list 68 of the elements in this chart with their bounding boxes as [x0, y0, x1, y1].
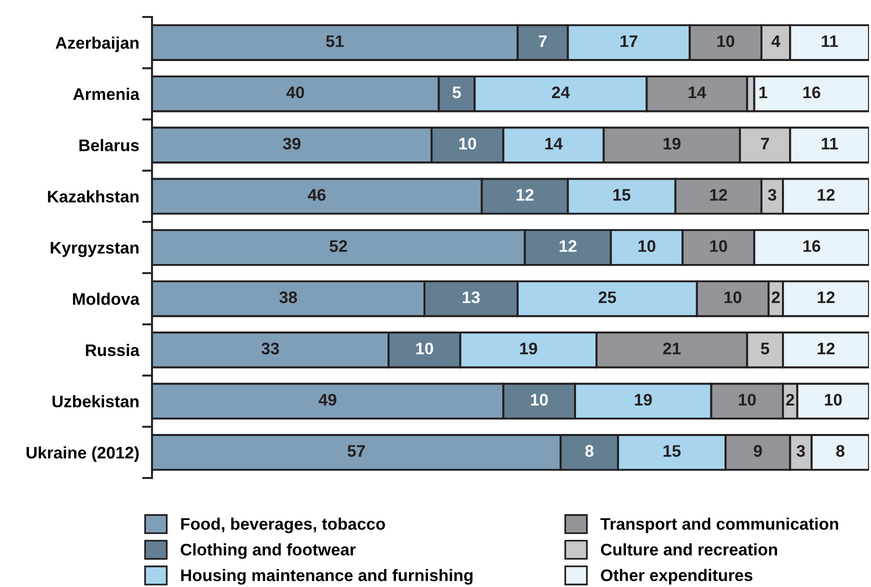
- data-label: 21: [663, 342, 681, 354]
- data-label: 10: [459, 138, 476, 150]
- y-tick-label: Belarus: [79, 139, 139, 152]
- legend-label: Clothing and footwear: [180, 543, 356, 559]
- y-tick-label: Armenia: [73, 88, 140, 100]
- data-label: 12: [818, 188, 835, 201]
- data-label: 25: [598, 291, 616, 304]
- data-label: 2: [786, 394, 794, 406]
- data-label: 10: [416, 342, 434, 354]
- data-label: 24: [552, 86, 570, 98]
- data-label: 11: [822, 138, 838, 150]
- data-label: 1: [759, 86, 768, 98]
- data-label: 38: [279, 291, 297, 304]
- data-label: 12: [818, 342, 835, 354]
- legend-label: Other expenditures: [600, 568, 752, 584]
- data-label: 3: [768, 188, 776, 201]
- data-label: 5: [452, 86, 461, 98]
- y-tick-label: Moldova: [73, 292, 140, 305]
- data-label: 40: [286, 86, 304, 98]
- data-label: 4: [771, 35, 780, 47]
- data-label: 10: [638, 240, 656, 252]
- data-label: 13: [462, 291, 480, 304]
- legend-label: Culture and recreation: [600, 543, 778, 556]
- legend-label: Housing maintenance and furnishing: [181, 568, 472, 585]
- data-label: 10: [717, 35, 734, 48]
- data-label: 57: [348, 445, 365, 457]
- data-label: 12: [516, 188, 534, 201]
- data-label: 19: [520, 342, 538, 354]
- data-label: 12: [818, 291, 835, 304]
- data-label: 14: [545, 138, 563, 150]
- legend-label: Transport and communication: [600, 518, 838, 534]
- y-tick-label: Russia: [86, 344, 140, 356]
- data-label: 10: [824, 394, 842, 406]
- data-label: 8: [836, 445, 844, 457]
- data-label: 15: [613, 189, 630, 201]
- data-label: 15: [664, 445, 681, 457]
- y-tick-label: Kazakhstan: [48, 190, 138, 202]
- data-label: 8: [585, 445, 594, 457]
- data-label: 16: [803, 240, 820, 252]
- data-label: 9: [754, 445, 762, 457]
- y-tick-label: Uzbekistan: [52, 395, 138, 408]
- data-label: 16: [803, 86, 820, 98]
- data-label: 39: [282, 138, 300, 150]
- data-label: 19: [634, 394, 652, 406]
- data-label: 51: [326, 35, 344, 48]
- data-label: 33: [261, 342, 279, 354]
- y-tick-label: Ukraine (2012): [26, 446, 139, 462]
- y-tick-label: Kyrgyzstan: [50, 242, 138, 258]
- data-label: 11: [822, 35, 838, 47]
- data-label: 17: [620, 35, 638, 47]
- data-label: 3: [796, 445, 805, 457]
- data-label: 10: [724, 291, 742, 304]
- y-tick-label: Azerbaijan: [56, 36, 138, 52]
- data-label: 7: [761, 138, 769, 150]
- data-label: 2: [772, 291, 780, 304]
- data-label: 46: [308, 188, 326, 201]
- data-label: 10: [710, 240, 728, 252]
- legend-label: Food, beverages, tobacco: [181, 518, 386, 534]
- data-label: 52: [330, 240, 348, 252]
- data-label: 14: [688, 86, 706, 98]
- data-label: 7: [538, 35, 547, 47]
- data-label: 12: [710, 188, 728, 201]
- data-label: 12: [560, 240, 576, 252]
- data-label: 10: [738, 394, 756, 406]
- data-label: 5: [760, 342, 770, 354]
- data-label: 10: [530, 394, 548, 406]
- data-label: 49: [318, 394, 336, 406]
- data-label: 19: [664, 138, 680, 150]
